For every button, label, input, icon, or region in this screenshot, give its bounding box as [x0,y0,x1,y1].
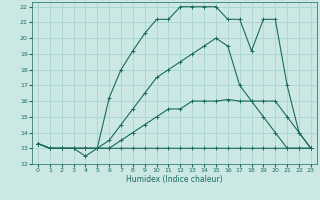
X-axis label: Humidex (Indice chaleur): Humidex (Indice chaleur) [126,175,223,184]
